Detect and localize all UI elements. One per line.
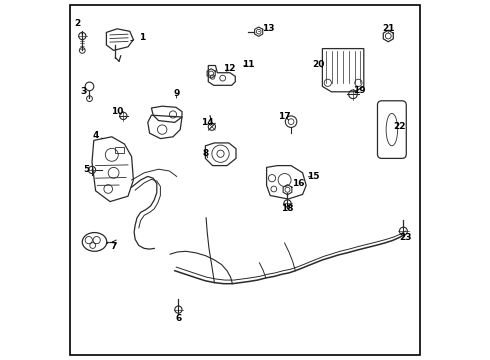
Text: 22: 22 [393,122,405,131]
Text: 18: 18 [281,203,294,213]
Text: 7: 7 [106,242,117,251]
Text: 2: 2 [74,19,82,34]
Text: 11: 11 [243,60,255,69]
Text: 15: 15 [307,172,319,181]
Text: 21: 21 [382,24,394,33]
Text: 10: 10 [111,107,123,116]
Text: 6: 6 [175,310,181,323]
Text: 14: 14 [201,118,214,127]
Text: 13: 13 [259,24,275,33]
Text: 9: 9 [173,89,180,98]
Bar [116,147,124,153]
Text: 8: 8 [202,149,209,158]
Text: 17: 17 [278,112,291,121]
Text: 20: 20 [313,60,325,69]
Text: 16: 16 [292,179,304,188]
Text: 1: 1 [131,33,146,42]
Text: 23: 23 [399,233,412,242]
Text: 12: 12 [222,64,235,73]
Text: 4: 4 [93,130,103,139]
Text: 5: 5 [83,165,92,174]
Text: 19: 19 [353,86,366,95]
Text: 3: 3 [80,87,87,96]
